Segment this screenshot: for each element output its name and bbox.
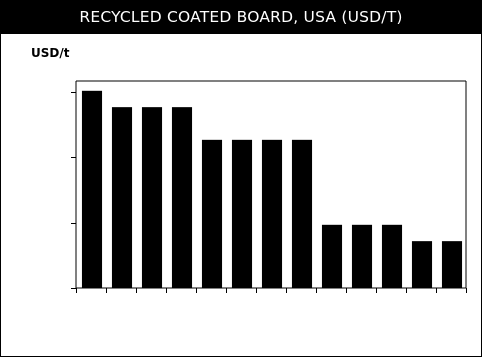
bar-10 bbox=[351, 224, 373, 288]
bar-7 bbox=[261, 139, 283, 288]
bar-13 bbox=[441, 241, 463, 288]
bar-11 bbox=[381, 224, 403, 288]
bar-9 bbox=[321, 224, 343, 288]
bar-5 bbox=[201, 139, 223, 288]
bar-3 bbox=[141, 107, 163, 289]
bar-2 bbox=[111, 107, 133, 289]
bars-layer bbox=[81, 90, 463, 289]
chart-title: RECYCLED COATED BOARD, USA (USD/T) bbox=[1, 1, 481, 34]
y-axis-unit-label: USD/t bbox=[31, 46, 70, 60]
bar-1 bbox=[81, 90, 103, 288]
bar-8 bbox=[291, 139, 313, 288]
bar-6 bbox=[231, 139, 253, 288]
axes-layer bbox=[71, 80, 467, 293]
bar-12 bbox=[411, 241, 433, 288]
bar-4 bbox=[171, 107, 193, 289]
